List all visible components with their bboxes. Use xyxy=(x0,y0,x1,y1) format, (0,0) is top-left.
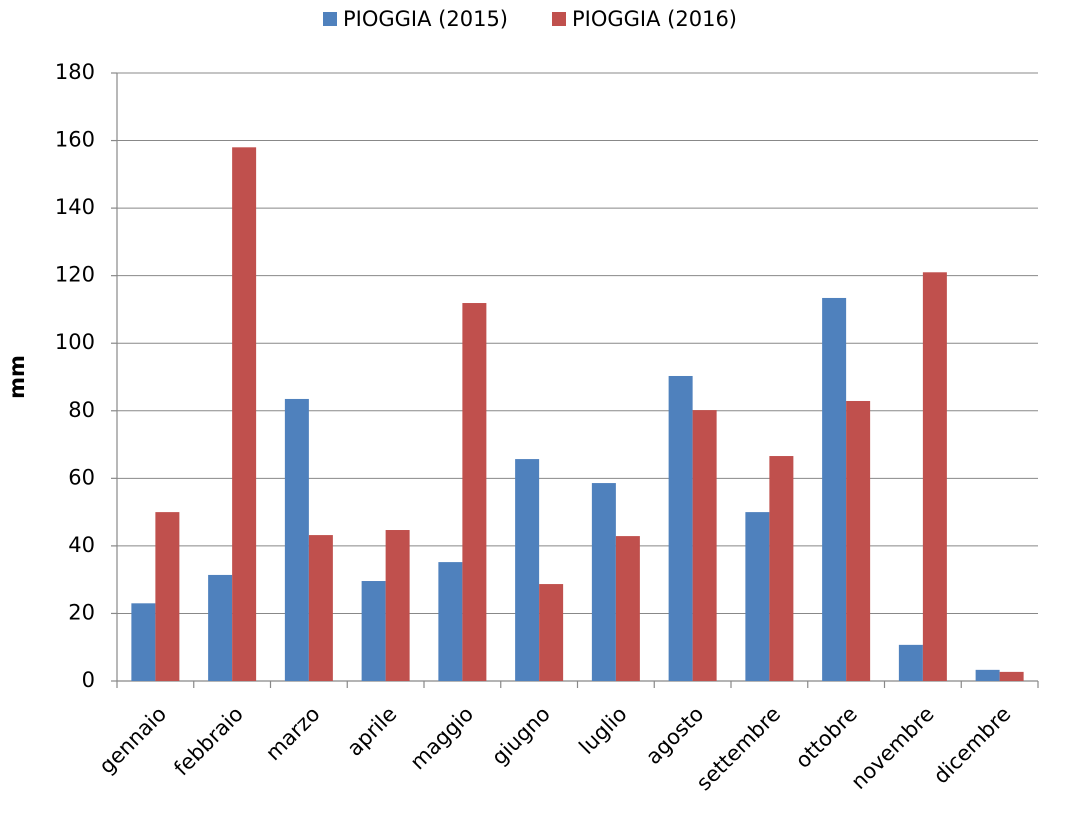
bar xyxy=(462,303,487,681)
bar xyxy=(308,535,333,681)
x-tick-label: gennaio xyxy=(94,702,171,779)
bar xyxy=(131,603,156,681)
x-tick-label: marzo xyxy=(261,702,325,766)
bar xyxy=(208,574,233,681)
bar xyxy=(232,147,257,682)
y-tick-label: 60 xyxy=(68,465,95,489)
bar xyxy=(361,581,386,681)
bar xyxy=(898,644,923,681)
bar xyxy=(539,584,564,681)
y-tick-label: 180 xyxy=(55,60,95,84)
bar xyxy=(999,671,1024,681)
x-tick-label: dicembre xyxy=(929,702,1016,789)
y-tick-label: 80 xyxy=(68,398,95,422)
legend-label: PIOGGIA (2015) xyxy=(343,7,508,31)
legend-swatch xyxy=(323,12,337,26)
bar xyxy=(438,562,463,681)
y-tick-label: 140 xyxy=(55,195,95,219)
bar xyxy=(385,530,410,681)
y-tick-label: 40 xyxy=(68,533,95,557)
x-tick-label: giugno xyxy=(487,702,555,770)
bar xyxy=(769,456,794,681)
x-tick-label: aprile xyxy=(342,702,401,761)
y-axis-label: mm xyxy=(5,355,29,399)
bar xyxy=(846,400,871,681)
y-tick-label: 100 xyxy=(55,330,95,354)
bar xyxy=(591,483,616,681)
bar xyxy=(822,297,847,681)
bar xyxy=(745,512,770,681)
y-tick-label: 20 xyxy=(68,600,95,624)
bar xyxy=(922,272,947,681)
x-tick-label: novembre xyxy=(846,702,938,794)
x-tick-label: ottobre xyxy=(791,702,862,773)
legend-label: PIOGGIA (2016) xyxy=(572,7,737,31)
x-tick-label: settembre xyxy=(692,702,785,795)
x-tick-label: febbraio xyxy=(169,702,248,781)
y-tick-label: 0 xyxy=(82,668,95,692)
legend-swatch xyxy=(552,12,566,26)
x-tick-label: agosto xyxy=(641,702,708,769)
bar xyxy=(284,398,309,681)
bar xyxy=(155,512,180,681)
bar xyxy=(692,410,717,681)
bar xyxy=(975,669,1000,681)
y-tick-label: 120 xyxy=(55,263,95,287)
x-tick-label: luglio xyxy=(574,702,631,759)
bar xyxy=(668,375,693,681)
bar xyxy=(515,459,540,681)
bar xyxy=(615,536,640,681)
y-tick-label: 160 xyxy=(55,128,95,152)
x-tick-label: maggio xyxy=(406,702,479,775)
